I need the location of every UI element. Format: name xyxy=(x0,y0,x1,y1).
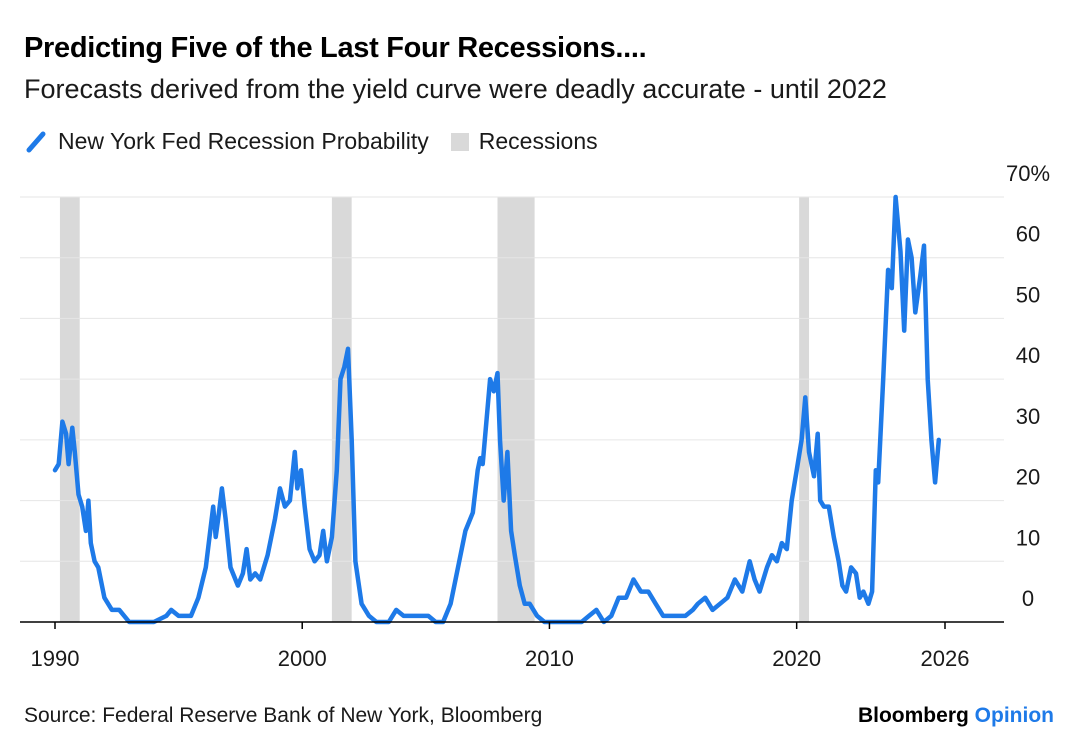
source-note: Source: Federal Reserve Bank of New York… xyxy=(24,704,543,727)
y-tick-label: 50 xyxy=(1016,282,1040,307)
x-tick-label: 1990 xyxy=(31,646,80,671)
x-tick-label: 2010 xyxy=(525,646,574,671)
chart-title: Predicting Five of the Last Four Recessi… xyxy=(24,32,647,64)
y-tick-label: 10 xyxy=(1016,525,1040,550)
chart-subtitle: Forecasts derived from the yield curve w… xyxy=(24,74,887,104)
recession-swatch-icon xyxy=(450,132,469,151)
legend-item-recessions: Recessions xyxy=(450,128,598,155)
line-swatch-icon xyxy=(26,131,46,152)
legend: New York Fed Recession Probability Reces… xyxy=(26,128,620,155)
brand-main: Bloomberg xyxy=(857,704,969,727)
y-tick-label: 30 xyxy=(1016,404,1040,429)
y-tick-label: 20 xyxy=(1016,465,1040,490)
y-tick-label: 0 xyxy=(1022,586,1034,611)
brand-logo: Bloomberg Opinion xyxy=(858,704,1054,728)
recession-band-0 xyxy=(59,197,80,622)
brand-accent: Opinion xyxy=(974,704,1054,727)
y-tick-label: 70% xyxy=(1006,161,1050,186)
recession-band-1 xyxy=(331,197,352,622)
series-line-0 xyxy=(52,194,942,625)
x-tick-label: 2026 xyxy=(921,646,970,671)
legend-label-recessions: Recessions xyxy=(478,128,598,154)
series-layer xyxy=(52,194,942,625)
legend-label-probability: New York Fed Recession Probability xyxy=(58,128,429,154)
recession-bands xyxy=(59,197,810,622)
y-tick-label: 60 xyxy=(1016,222,1040,247)
x-tick-label: 2000 xyxy=(278,646,327,671)
chart-plot: 0 10 20 30 40 50 60 70% 1990 2000 2010 2020 2026 xyxy=(20,161,1050,671)
gridlines xyxy=(20,196,1004,562)
y-tick-label: 40 xyxy=(1016,343,1040,368)
legend-item-probability: New York Fed Recession Probability xyxy=(26,128,429,155)
x-tick-label: 2020 xyxy=(772,646,821,671)
axes: 0 10 20 30 40 50 60 70% 1990 2000 2010 2020 2026 xyxy=(20,161,1050,671)
